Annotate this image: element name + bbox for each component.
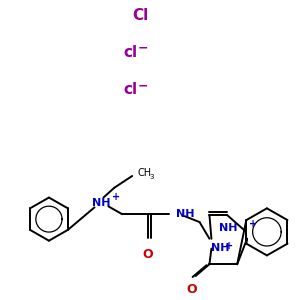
- Text: Cl: Cl: [132, 8, 148, 22]
- Text: +: +: [225, 241, 233, 251]
- Text: NH: NH: [219, 223, 237, 233]
- Text: NH: NH: [176, 209, 194, 219]
- Text: −: −: [138, 42, 148, 55]
- Text: +: +: [112, 192, 121, 202]
- Text: NH: NH: [212, 243, 230, 253]
- Text: O: O: [186, 283, 197, 296]
- Text: CH: CH: [137, 168, 151, 178]
- Text: NH: NH: [92, 198, 111, 208]
- Text: O: O: [143, 248, 153, 261]
- Text: 3: 3: [149, 174, 154, 180]
- Text: cl: cl: [123, 45, 137, 60]
- Text: cl: cl: [123, 82, 137, 97]
- Text: −: −: [138, 79, 148, 92]
- Text: +: +: [249, 219, 257, 229]
